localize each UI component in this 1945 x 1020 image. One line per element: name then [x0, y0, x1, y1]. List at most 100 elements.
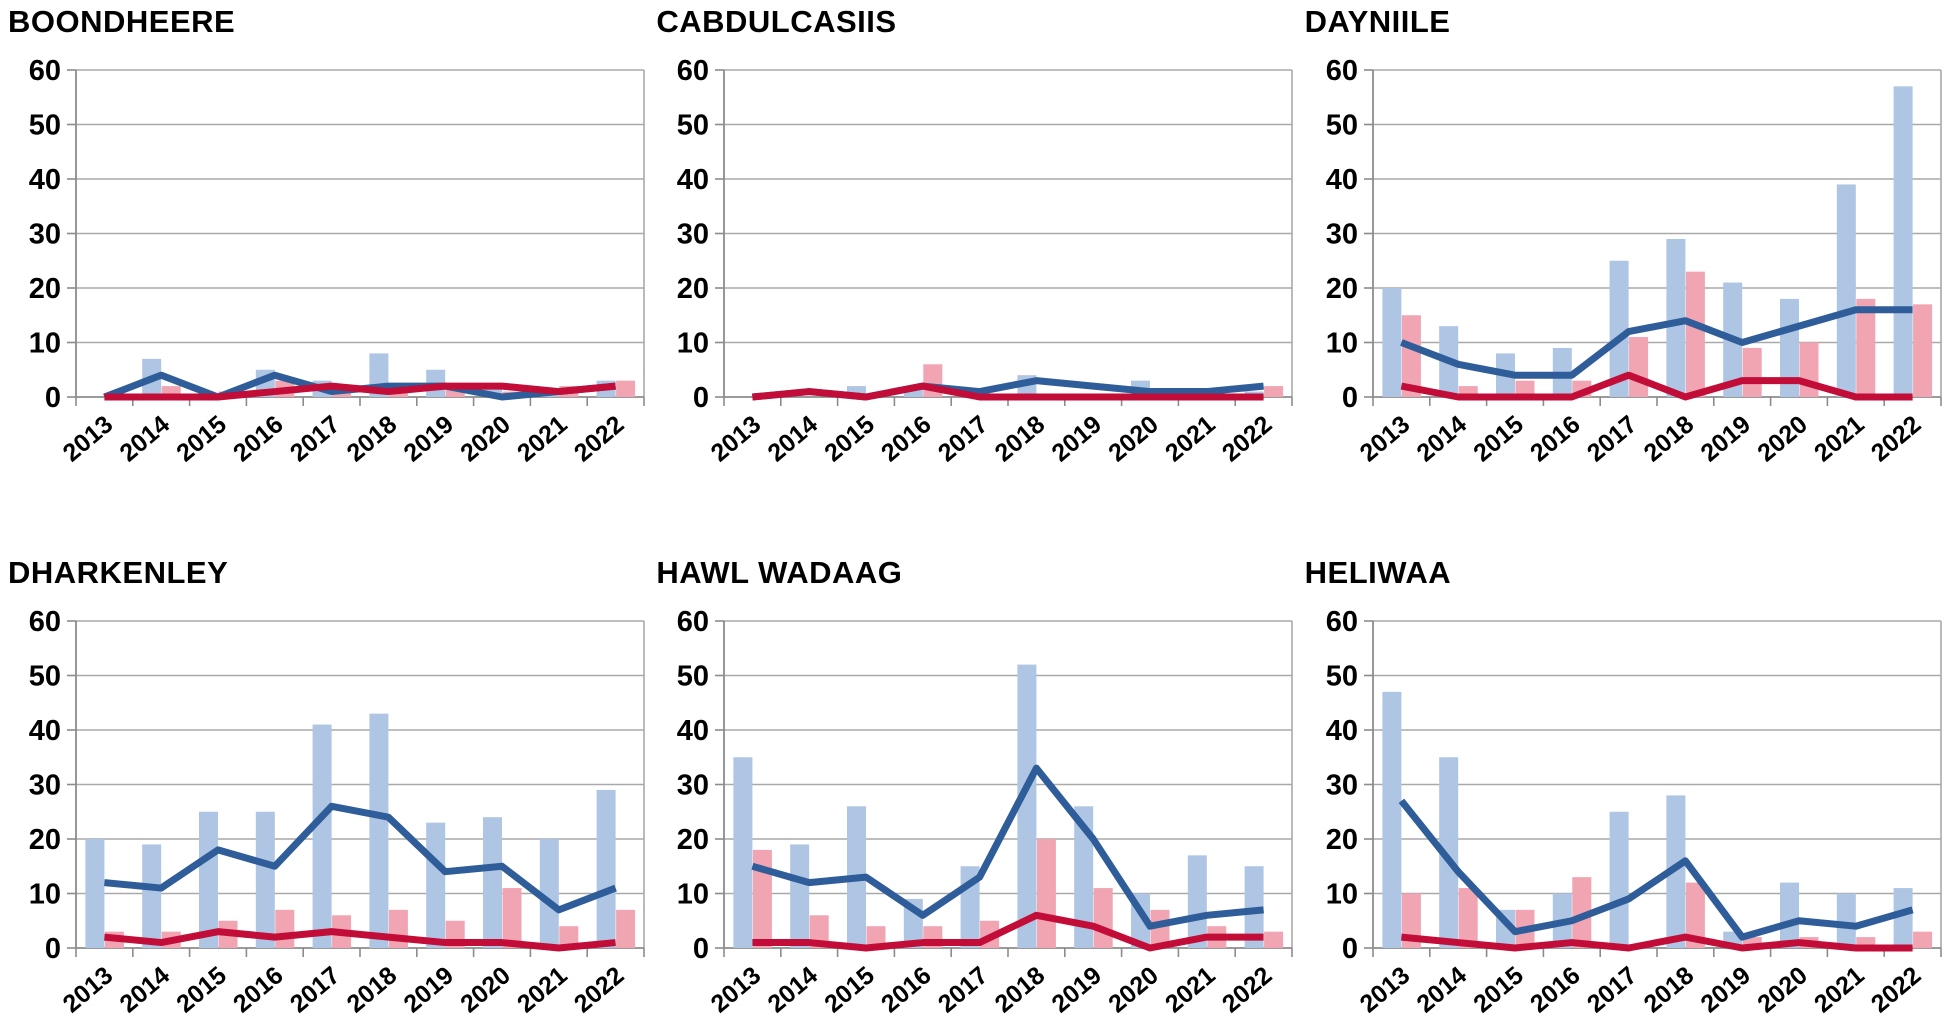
y-tick-label: 10 [677, 879, 709, 911]
bar-blue-2014 [790, 844, 810, 948]
x-tick-label: 2016 [1525, 410, 1586, 467]
x-tick-label: 2017 [285, 961, 346, 1018]
line-red [752, 382, 1264, 401]
y-tick-label: 30 [29, 770, 61, 802]
chart-title-dharkenley: DHARKENLEY [8, 555, 229, 590]
chart-cell-cabdulcasiis: CABDULCASIIS 0 10 20 30 40 50 60 2013 2014 2015 20… [648, 0, 1296, 505]
bar-blue-2013 [733, 757, 753, 948]
bar-blue-2020 [483, 817, 502, 948]
y-tick-label: 10 [1325, 328, 1357, 360]
x-tick-label: 2019 [1695, 410, 1756, 467]
chart-cell-hawl-wadaag: HAWL WADAAG 0 10 20 30 40 50 60 2013 2014 2015 201… [648, 505, 1296, 1020]
chart-cell-boondheere: BOONDHEERE 0 10 20 30 40 50 60 2013 2014 2015 2016… [0, 0, 648, 505]
bar-pink-2018 [388, 909, 408, 948]
x-tick-label: 2018 [342, 961, 403, 1018]
bar-blue-2014 [142, 844, 162, 948]
chart-title-heliwaa: HELIWAA [1304, 555, 1452, 590]
bar-blue-2013 [1382, 288, 1402, 397]
chart-title-cabdulcasiis: CABDULCASIIS [656, 4, 897, 39]
line-red [1400, 371, 1913, 401]
chart-cell-heliwaa: HELIWAA 0 10 20 30 40 50 60 2013 2014 2015 2016 201… [1297, 505, 1945, 1020]
x-tick-label: 2022 [1866, 961, 1927, 1018]
bar-blue-2020 [1779, 882, 1799, 948]
x-tick-label: 2019 [1047, 410, 1108, 467]
bar-pink-2014 [1458, 888, 1478, 948]
y-tick-label: 60 [1325, 606, 1357, 638]
bar-blue-2019 [1074, 806, 1094, 948]
bar-pink-2022 [616, 380, 636, 397]
x-tick-label: 2013 [58, 961, 119, 1018]
chart-title-hawl-wadaag: HAWL WADAAG [656, 555, 903, 590]
y-tick-label: 20 [1325, 824, 1357, 856]
bar-blue-2022 [596, 789, 616, 948]
bar-pink-2021 [1855, 937, 1875, 948]
bar-pink-2016 [275, 909, 295, 948]
y-tick-label: 20 [1325, 273, 1357, 305]
line-blue [1399, 306, 1913, 379]
bar-blue-2021 [1836, 184, 1856, 397]
x-tick-label: 2022 [1217, 961, 1278, 1018]
x-tick-label: 2021 [1809, 961, 1870, 1018]
y-tick-label: 30 [677, 219, 709, 251]
bar-pink-2022 [1912, 931, 1932, 948]
y-tick-label: 10 [677, 328, 709, 360]
x-tick-label: 2018 [1638, 961, 1699, 1018]
bar-pink-2017 [1628, 337, 1648, 397]
bar-pink-2018 [1685, 882, 1705, 948]
x-tick-label: 2017 [285, 410, 346, 467]
chart-plot-heliwaa: 0 10 20 30 40 50 60 201320142015201620172018201… [1325, 606, 1942, 1018]
x-tick-label: 2017 [1582, 961, 1643, 1018]
bar-blue-2017 [312, 724, 332, 948]
x-tick-label: 2022 [569, 410, 630, 467]
bar-pink-2018 [1037, 839, 1057, 948]
bar-blue-2021 [1188, 855, 1208, 948]
y-tick-label: 0 [1342, 933, 1358, 965]
x-tick-label: 2019 [1695, 961, 1756, 1018]
bar-pink-2020 [502, 888, 522, 948]
y-tick-label: 30 [1325, 770, 1357, 802]
y-tick-label: 50 [677, 110, 709, 142]
y-tick-label: 30 [677, 770, 709, 802]
x-tick-label: 2019 [398, 410, 459, 467]
x-tick-label: 2015 [171, 961, 232, 1018]
x-tick-label: 2015 [1468, 961, 1529, 1018]
x-tick-label: 2014 [114, 410, 175, 467]
x-tick-label: 2017 [933, 961, 994, 1018]
y-tick-label: 10 [1325, 879, 1357, 911]
x-tick-label: 2018 [1638, 410, 1699, 467]
chart-plot-cabdulcasiis: 0 10 20 30 40 50 60 201320142015201620172018201… [677, 55, 1294, 467]
bar-blue-2015 [847, 386, 867, 397]
bar-blue-2017 [1609, 260, 1629, 397]
y-tick-label: 0 [693, 382, 709, 414]
x-tick-label: 2015 [171, 410, 232, 467]
x-tick-label: 2021 [512, 410, 573, 467]
y-tick-label: 10 [29, 879, 61, 911]
y-tick-label: 50 [1325, 110, 1357, 142]
y-tick-label: 60 [29, 606, 61, 638]
y-tick-label: 40 [1325, 164, 1357, 196]
bar-blue-2022 [1893, 888, 1913, 948]
bar-blue-2021 [539, 839, 559, 948]
x-tick-label: 2020 [1104, 410, 1165, 467]
x-tick-label: 2020 [455, 961, 516, 1018]
x-tick-label: 2013 [1354, 410, 1415, 467]
x-tick-label: 2020 [1104, 961, 1165, 1018]
x-tick-label: 2018 [990, 410, 1051, 467]
bar-pink-2014 [161, 386, 181, 397]
y-tick-label: 0 [45, 382, 61, 414]
bar-pink-2013 [753, 849, 773, 948]
y-tick-label: 20 [29, 273, 61, 305]
bar-blue-2019 [426, 822, 446, 948]
y-tick-label: 50 [1325, 661, 1357, 693]
bar-blue-2018 [1666, 238, 1686, 397]
bar-pink-2019 [1742, 347, 1762, 397]
chart-plot-dharkenley: 0 10 20 30 40 50 60 201320142015201620172018201… [29, 606, 645, 1018]
chart-plot-dayniile: 0 10 20 30 40 50 60 201320142015201620172018201… [1325, 55, 1942, 467]
bar-blue-2016 [904, 386, 924, 397]
x-tick-label: 2020 [1752, 410, 1813, 467]
bar-blue-2018 [1666, 795, 1686, 948]
y-tick-label: 0 [1342, 382, 1358, 414]
bar-pink-2022 [1912, 304, 1932, 397]
line-red [752, 911, 1264, 952]
